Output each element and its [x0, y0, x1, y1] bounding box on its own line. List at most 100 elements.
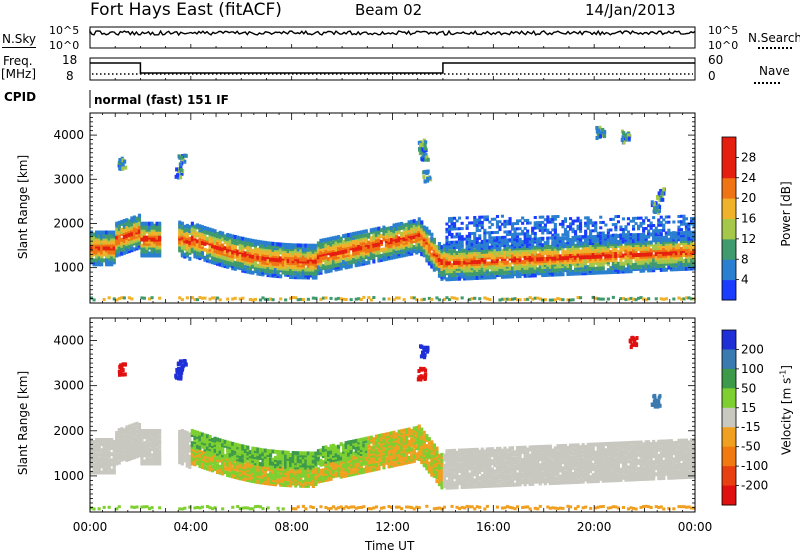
range-cell [115, 461, 119, 466]
range-cell [311, 296, 315, 300]
range-cell [652, 244, 656, 249]
range-cell [425, 157, 429, 162]
range-cell [569, 227, 573, 231]
range-cell [236, 451, 240, 456]
range-cell [107, 296, 111, 300]
range-cell [460, 260, 464, 265]
range-cell [465, 226, 469, 230]
range-cell [513, 227, 517, 231]
range-cell [279, 256, 283, 261]
range-cell [395, 296, 399, 300]
range-cell [395, 222, 399, 227]
range-cell [553, 225, 557, 229]
range-cell [437, 242, 442, 246]
range-cell [132, 449, 137, 454]
range-cell [140, 455, 144, 460]
range-cell [437, 273, 442, 278]
range-cell [314, 253, 318, 258]
range-cell [616, 261, 621, 266]
range-cell [581, 259, 585, 264]
range-cell [513, 250, 517, 255]
range-cell [661, 197, 665, 202]
range-cell [579, 235, 583, 239]
range-cell [354, 231, 358, 236]
range-cell [263, 297, 268, 301]
range-cell [448, 233, 452, 236]
range-cell [107, 470, 111, 475]
range-cell [475, 226, 479, 230]
range-cell [483, 239, 487, 243]
range-cell [95, 238, 99, 243]
range-cell [498, 220, 502, 224]
range-cell [598, 125, 602, 130]
range-cell [180, 455, 184, 460]
range-cell [367, 296, 371, 300]
range-cell [178, 296, 182, 300]
range-cell [153, 435, 157, 440]
range-cell [460, 237, 464, 241]
range-cell [553, 272, 557, 277]
range-cell [448, 225, 452, 228]
range-cell [105, 448, 109, 453]
cpid-value: normal (fast) 151 IF [94, 93, 229, 107]
range-cell [102, 442, 106, 447]
range-cell [614, 240, 618, 244]
range-cell [649, 226, 653, 230]
range-cell [644, 227, 648, 230]
range-cell [402, 231, 406, 236]
range-cell [609, 217, 613, 221]
range-cell [390, 226, 394, 230]
range-cell [279, 248, 283, 253]
range-cell [211, 450, 215, 455]
range-cell [153, 433, 157, 437]
range-cell [445, 277, 449, 282]
range-cell [427, 296, 431, 300]
range-cell [589, 245, 593, 250]
range-cell [122, 444, 126, 449]
range-cell [354, 239, 358, 244]
range-cell [142, 459, 147, 464]
range-cell [117, 428, 121, 433]
range-cell [135, 425, 139, 430]
range-cell [667, 220, 671, 224]
range-cell [614, 263, 618, 268]
range-cell [211, 296, 215, 300]
range-cell [647, 240, 651, 245]
range-cell [195, 430, 200, 435]
range-cell [611, 223, 615, 227]
range-cell [95, 448, 99, 453]
range-cell [442, 243, 447, 248]
range-cell [634, 253, 638, 258]
range-cell [369, 228, 373, 233]
range-cell [150, 453, 154, 458]
range-cell [178, 442, 182, 447]
range-cell [692, 216, 696, 220]
range-cell [470, 272, 474, 277]
range-cell [112, 297, 116, 301]
range-cell [626, 297, 631, 301]
range-cell [400, 253, 404, 258]
range-cell [495, 230, 500, 234]
range-cell [654, 208, 658, 213]
range-cell [304, 257, 308, 262]
range-cell [238, 258, 242, 263]
range-cell [687, 256, 691, 261]
range-cell [543, 226, 547, 230]
range-cell [127, 430, 131, 435]
range-cell [616, 239, 621, 244]
range-cell [503, 274, 507, 279]
range-cell [92, 470, 96, 475]
range-cell [493, 231, 497, 234]
range-cell [127, 424, 131, 429]
range-cell [145, 221, 149, 226]
range-cell [213, 296, 217, 300]
range-cell [488, 236, 492, 240]
range-cell [632, 227, 636, 231]
range-cell [513, 238, 517, 241]
range-cell [397, 242, 401, 247]
range-cell [180, 437, 184, 442]
range-cell [594, 266, 598, 271]
range-cell [412, 245, 416, 250]
range-cell [533, 234, 537, 238]
range-cell [339, 258, 343, 263]
